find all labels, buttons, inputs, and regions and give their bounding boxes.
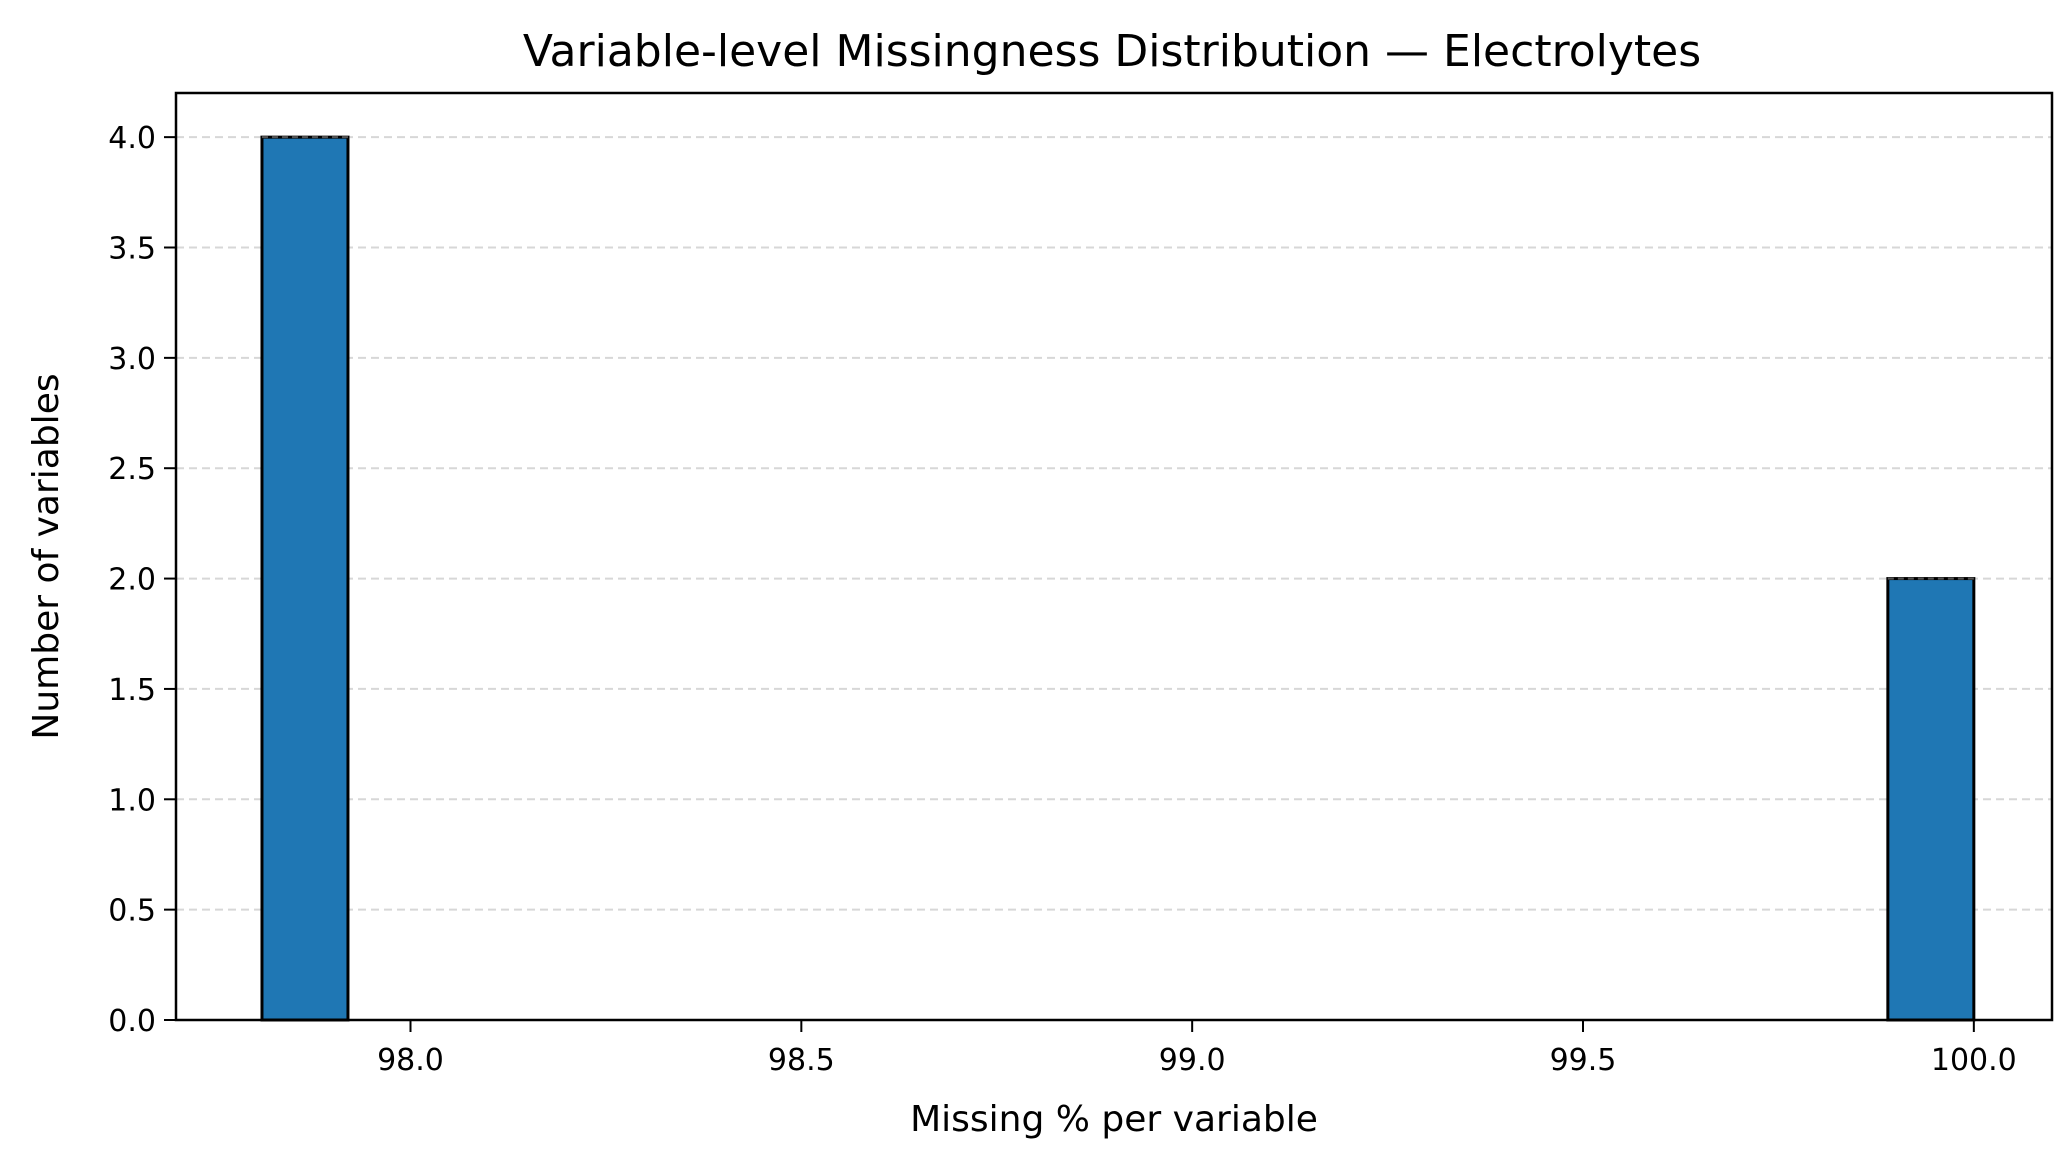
x-axis-label: Missing % per variable (910, 1099, 1318, 1140)
axis-ticks: 0.0 0.5 1.0 1.5 2.0 2.5 3.0 3.5 4.0 98.0 98.5 99.0 9… (108, 121, 2016, 1078)
plot-frame (174, 91, 2054, 1022)
y-tick-label: 0.0 (108, 1004, 156, 1039)
bars (260, 135, 1976, 1022)
y-tick-label: 1.0 (108, 783, 156, 818)
y-tick-label: 2.0 (108, 563, 156, 598)
histogram-bar (260, 135, 350, 1022)
y-tick-label: 0.5 (108, 894, 156, 929)
x-tick-label: 100.0 (1931, 1043, 2017, 1078)
x-tick-label: 99.5 (1550, 1043, 1617, 1078)
y-tick-label: 3.0 (108, 342, 156, 377)
gridlines (176, 136, 2052, 1021)
x-tick-label: 98.0 (377, 1043, 444, 1078)
y-axis-label: Number of variables (26, 373, 67, 739)
y-tick-label: 4.0 (108, 121, 156, 156)
x-tick-label: 98.5 (768, 1043, 835, 1078)
y-tick-label: 3.5 (108, 232, 156, 267)
y-tick-label: 2.5 (108, 452, 156, 487)
chart-title: Variable-level Missingness Distribution … (523, 26, 1701, 77)
x-tick-label: 99.0 (1159, 1043, 1226, 1078)
histogram-bar (1886, 577, 1976, 1022)
y-tick-label: 1.5 (108, 673, 156, 708)
